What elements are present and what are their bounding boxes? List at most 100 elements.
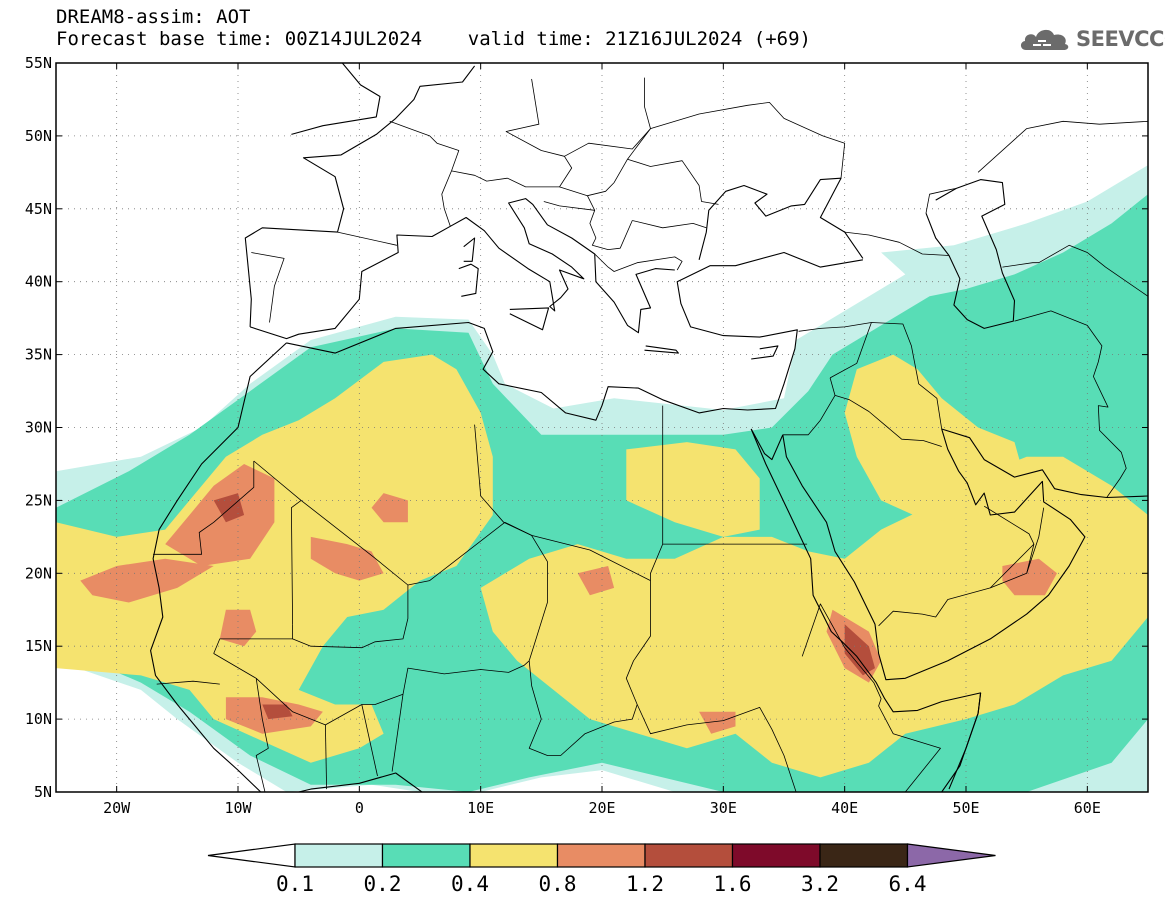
coast-sardinia	[458, 263, 479, 297]
border-europe-9	[594, 253, 683, 272]
colorbar-segment	[556, 843, 646, 868]
lon-label: 40E	[831, 799, 858, 817]
aot-field-aot-0.8-i	[577, 566, 615, 596]
border-libya-egypt	[650, 405, 664, 581]
colorbar-label: 0.2	[364, 872, 402, 896]
border-saudi-jordan	[782, 395, 836, 436]
border-mali-mauritania	[290, 500, 302, 625]
aot-field-aot-0.4-arabia-north	[844, 354, 1027, 523]
border-sudan-chad	[625, 580, 651, 720]
aot-field-aot-1.2-b	[844, 624, 875, 676]
aot-field-aot-0.4-egypt	[626, 442, 760, 537]
coastline-layer	[150, 63, 1148, 792]
coast-arabia	[782, 428, 1086, 681]
lat-label: 50N	[25, 127, 52, 145]
lat-label: 45N	[25, 200, 52, 218]
border-europe-1	[337, 231, 397, 246]
border-europe-5	[564, 77, 651, 157]
aot-field-aot-0.8-c	[310, 536, 384, 581]
border-sahara-1	[153, 461, 255, 555]
cloud-logo-icon	[1020, 29, 1069, 50]
colorbar-over-triangle	[906, 843, 996, 868]
colorbar-label: 0.8	[539, 872, 577, 896]
lat-label: 30N	[25, 419, 52, 437]
map-subtitle: Forecast base time: 00Z14JUL2024 valid t…	[56, 28, 811, 50]
colorbar-segment	[469, 843, 559, 868]
colorbar-label: 1.2	[626, 872, 664, 896]
grid-layer	[56, 63, 1148, 792]
border-europe-3	[389, 120, 460, 227]
colorbar-label: 3.2	[801, 872, 839, 896]
border-sudan-south	[636, 704, 797, 792]
lon-label: 10W	[224, 799, 252, 817]
lat-label: 10N	[25, 710, 52, 728]
lat-label: 35N	[25, 346, 52, 364]
colorbar-label: 1.6	[714, 872, 752, 896]
coast-iran	[941, 428, 1148, 499]
border-west-africa-4	[361, 704, 378, 777]
border-west-africa-7	[156, 680, 220, 685]
colorbar-segment	[731, 843, 821, 868]
coast-corsica	[463, 237, 476, 262]
lon-label: 10E	[467, 799, 494, 817]
border-europe-6	[559, 158, 719, 205]
colorbar-segment	[819, 843, 909, 868]
border-libya-east	[474, 424, 651, 581]
border-oman	[990, 507, 1045, 589]
border-europe-8	[632, 220, 707, 229]
border-syria-turkey	[798, 322, 872, 332]
border-iran-pakistan	[1014, 310, 1127, 498]
lon-label: 50E	[952, 799, 979, 817]
border-kaz	[925, 188, 957, 214]
lon-label: 30E	[710, 799, 737, 817]
coast-west-africa	[150, 342, 423, 792]
border-sahara-2	[253, 460, 548, 661]
coast-horn	[941, 692, 982, 792]
colorbar-label: 6.4	[889, 872, 927, 896]
axis-ticks: 55N 50N 45N 40N 35N 30N 25N 20N 15N 10N 5N 20W 10W 0 1…	[25, 54, 1148, 817]
border-caucasus	[844, 231, 950, 256]
lat-label: 15N	[25, 637, 52, 655]
border-chad-cameroon	[528, 660, 633, 756]
border-west-africa-5	[391, 694, 404, 772]
logo-text: SEEVCCC	[1076, 27, 1165, 51]
coast-europe-south	[244, 65, 476, 327]
lat-label: 20N	[25, 564, 52, 582]
coast-uk	[291, 63, 381, 135]
coast-cyprus	[751, 345, 779, 360]
border-ethiopia	[801, 603, 941, 792]
aot-field-aot-0.4-west	[56, 354, 493, 763]
seevccc-logo: SEEVCCC	[1018, 24, 1165, 54]
border-kaz-north	[977, 120, 1148, 173]
coast-caspian	[925, 179, 1016, 329]
lon-label: 20W	[103, 799, 131, 817]
aot-field-aot-0.8-j	[699, 711, 736, 734]
border-europe-11	[543, 201, 595, 211]
border-mauritania-s	[213, 624, 294, 654]
coast-north-africa	[286, 251, 863, 421]
map-title: DREAM8-assim: AOT	[56, 6, 251, 28]
aot-field-layer	[56, 165, 1148, 792]
aot-field-aot-0.8-g	[1002, 558, 1057, 596]
lon-label: 20E	[588, 799, 615, 817]
border-niger-nigeria	[402, 660, 530, 695]
colorbar: 0.1 0.2 0.4 0.8 1.2 1.6 3.2 6.4	[207, 843, 996, 896]
border-iraq	[829, 322, 943, 430]
coast-iberia-south	[249, 198, 675, 340]
border-europe-4	[451, 78, 573, 188]
colorbar-segment	[644, 843, 734, 868]
aot-field-aot-0.8-a	[165, 464, 275, 566]
colorbar-label: 0.4	[451, 872, 489, 896]
colorbar-segment	[294, 843, 384, 868]
coast-crete	[644, 345, 679, 354]
aot-field-aot-1.2-c	[262, 704, 293, 720]
colorbar-segment	[381, 843, 471, 868]
aot-field-aot-0.8-b	[80, 558, 214, 603]
lat-label: 25N	[25, 491, 52, 509]
lat-label: 55N	[25, 54, 52, 72]
border-west-africa-2	[292, 585, 409, 649]
lon-label: 60E	[1074, 799, 1101, 817]
coast-sicily	[509, 307, 550, 331]
border-turkmen	[1002, 244, 1148, 297]
